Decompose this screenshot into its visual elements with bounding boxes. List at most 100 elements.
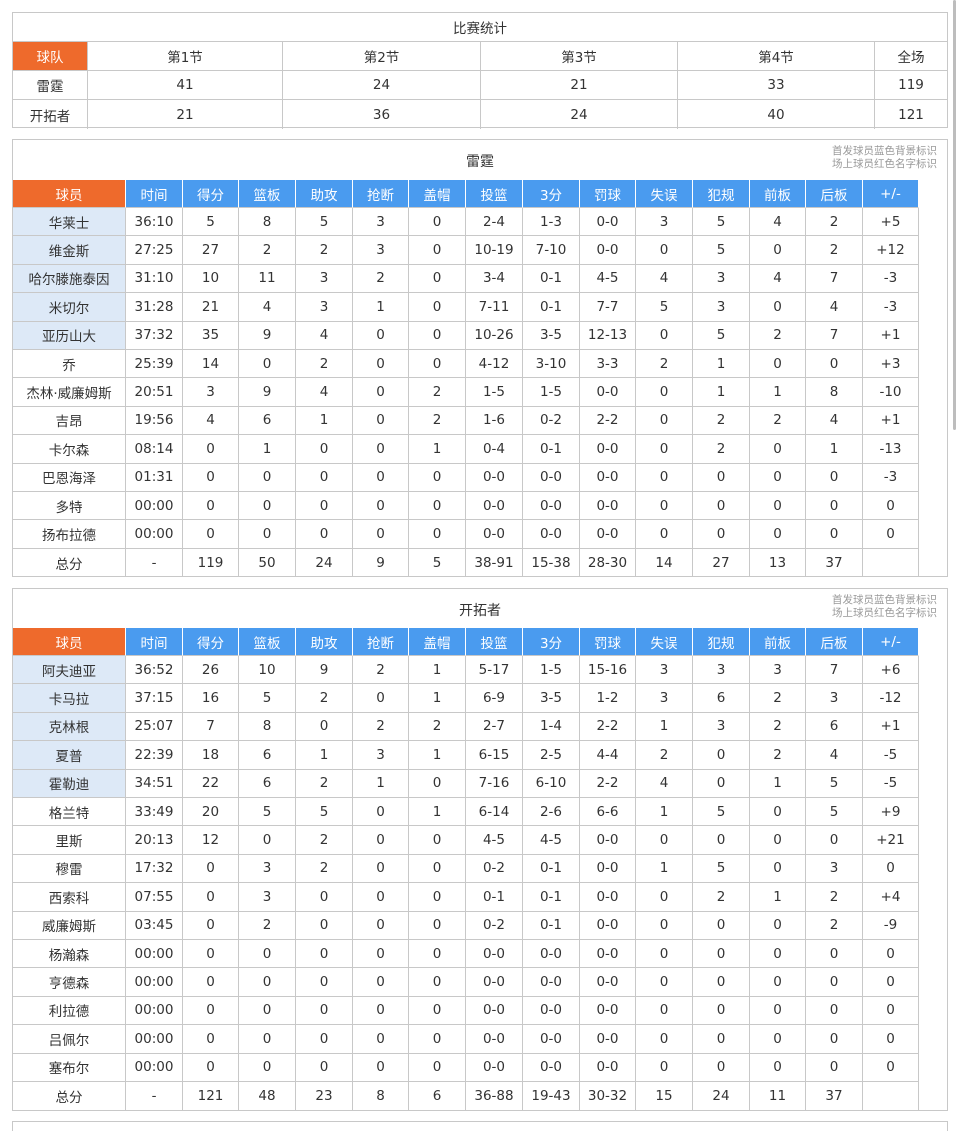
stat-cell: 3 xyxy=(183,378,239,407)
stat-cell: 0-2 xyxy=(523,406,580,436)
stat-cell: 0 xyxy=(693,826,750,855)
stat-cell: 0-0 xyxy=(580,463,636,492)
stat-cell: 1 xyxy=(750,378,806,407)
scrollbar xyxy=(953,0,956,430)
stat-cell: 3 xyxy=(693,656,750,685)
stat-cell: 0 xyxy=(239,968,296,997)
stat-cell: 0-1 xyxy=(523,854,580,884)
stat-cell: 0 xyxy=(353,350,409,379)
stat-cell: 0 xyxy=(636,996,693,1026)
stat-cell: 0 xyxy=(636,492,693,521)
stat-cell: 20:13 xyxy=(126,826,183,855)
stat-cell: 0 xyxy=(183,1053,239,1082)
stat-cell: 6-9 xyxy=(466,684,523,713)
stat-cell: 0-1 xyxy=(523,883,580,912)
stat-cell: 0 xyxy=(750,996,806,1026)
stat-cell: 0 xyxy=(409,769,466,798)
stat-cell: 1 xyxy=(353,769,409,798)
stat-cell: +12 xyxy=(863,236,919,265)
stat-cell: 4-4 xyxy=(580,741,636,770)
stat-cell: 2 xyxy=(409,406,466,436)
total-cell: 37 xyxy=(806,548,863,578)
stat-cell: 5 xyxy=(183,208,239,237)
stat-cell: 4-5 xyxy=(580,264,636,294)
player-name: 亨德森 xyxy=(13,968,126,997)
stat-cell: 0 xyxy=(636,883,693,912)
stat-cell: 0 xyxy=(409,883,466,912)
stat-cell: 12-13 xyxy=(580,321,636,350)
stat-cell: 3-4 xyxy=(466,264,523,294)
stat-cell: 0 xyxy=(353,684,409,713)
stat-cell: 10-19 xyxy=(466,236,523,265)
stat-cell: 3-5 xyxy=(523,684,580,713)
stat-cell: +6 xyxy=(863,656,919,685)
stat-cell: +21 xyxy=(863,826,919,855)
stat-cell: 0-0 xyxy=(523,1053,580,1082)
total-cell: 8 xyxy=(353,1082,409,1111)
stat-cell: 0 xyxy=(409,996,466,1026)
total-cell: 121 xyxy=(183,1082,239,1111)
stat-cell: -10 xyxy=(863,378,919,407)
player-name: 西索科 xyxy=(13,883,126,912)
stat-cell: 4-5 xyxy=(466,826,523,855)
player-name: 杰林·威廉姆斯 xyxy=(13,378,126,407)
stat-cell: 0-0 xyxy=(580,435,636,464)
stat-cell: 1-5 xyxy=(523,378,580,407)
header-cell: 助攻 xyxy=(296,180,353,208)
player-name: 霍勒迪 xyxy=(13,769,126,798)
stat-cell: 0 xyxy=(353,492,409,521)
header-cell: 后板 xyxy=(806,628,863,656)
stat-cell: 25:39 xyxy=(126,350,183,379)
stat-cell: 3 xyxy=(296,264,353,294)
stat-cell: 1-5 xyxy=(466,378,523,407)
stat-cell: 1 xyxy=(353,293,409,322)
stat-cell: 03:45 xyxy=(126,911,183,940)
stat-cell: 0 xyxy=(353,854,409,884)
stat-cell: 00:00 xyxy=(126,520,183,549)
stat-cell: 21 xyxy=(183,293,239,322)
stat-cell: 0 xyxy=(863,996,919,1026)
stat-cell: 0-0 xyxy=(580,854,636,884)
team-panel: 雷霆 首发球员蓝色背景标识 场上球员红色名字标识 球员 时间 得分 篮板 助攻 抢断 盖帽 投篮 3分… xyxy=(12,139,948,578)
stat-cell: 0 xyxy=(636,911,693,940)
stat-cell: 5 xyxy=(296,798,353,827)
stat-cell: 0 xyxy=(239,463,296,492)
stat-cell: 4 xyxy=(239,293,296,322)
stat-cell: 00:00 xyxy=(126,968,183,997)
stat-cell: 2-7 xyxy=(466,712,523,742)
stat-cell: 3 xyxy=(636,684,693,713)
total-cell: 14 xyxy=(636,548,693,578)
stat-cell: 0 xyxy=(353,435,409,464)
stat-cell: 8 xyxy=(806,378,863,407)
summary-title: 比赛统计 xyxy=(13,13,947,42)
stat-cell: 0 xyxy=(183,883,239,912)
stat-cell: 0 xyxy=(353,1053,409,1082)
stat-cell: 4 xyxy=(806,741,863,770)
header-cell: 投篮 xyxy=(466,628,523,656)
stat-cell: 2 xyxy=(750,406,806,436)
stat-cell: 0 xyxy=(863,940,919,969)
stat-cell: 0-0 xyxy=(523,996,580,1026)
summary-cell: 40 xyxy=(678,100,875,129)
stat-cell: 0 xyxy=(239,940,296,969)
stat-cell: 4 xyxy=(806,406,863,436)
stat-cell: 9 xyxy=(239,321,296,350)
stat-cell: 0 xyxy=(693,911,750,940)
total-cell: 6 xyxy=(409,1082,466,1111)
stat-cell: 0 xyxy=(750,293,806,322)
stat-cell: 11 xyxy=(239,264,296,294)
stat-cell: 0 xyxy=(296,435,353,464)
stat-cell: 0 xyxy=(239,996,296,1026)
stat-cell: 15-16 xyxy=(580,656,636,685)
stat-cell: 5 xyxy=(239,798,296,827)
stat-cell: 1 xyxy=(409,798,466,827)
stat-cell: 0-1 xyxy=(523,435,580,464)
stat-cell: 0 xyxy=(353,1025,409,1054)
summary-header-cell: 球队 xyxy=(13,42,88,71)
stat-cell: 1 xyxy=(409,435,466,464)
stat-cell: 1-3 xyxy=(523,208,580,237)
player-name: 塞布尔 xyxy=(13,1053,126,1082)
stat-cell: 2 xyxy=(409,378,466,407)
stat-cell: 2 xyxy=(409,712,466,742)
